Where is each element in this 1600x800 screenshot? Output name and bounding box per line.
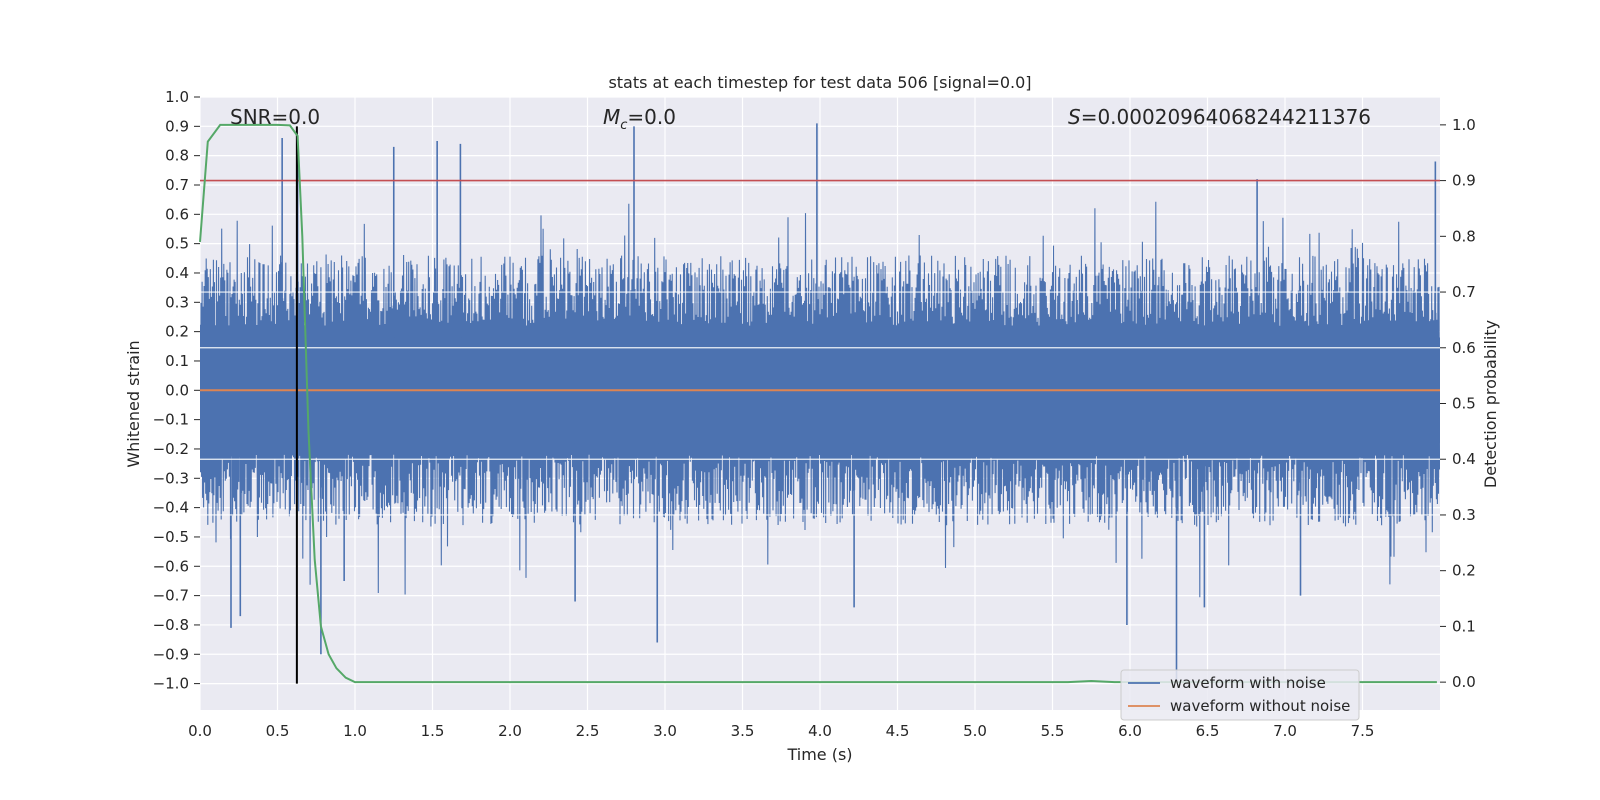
chart-title: stats at each timestep for test data 506… xyxy=(608,73,1031,92)
noise-waveform-line xyxy=(200,201,1440,598)
x-tick-label: 1.5 xyxy=(421,722,445,740)
x-tick-label: 2.5 xyxy=(576,722,600,740)
y-tick-label: 0.0 xyxy=(165,381,189,399)
x-tick-label: 5.5 xyxy=(1041,722,1065,740)
x-tick-label: 6.5 xyxy=(1196,722,1220,740)
lines-layer xyxy=(199,123,1440,684)
y-tick-label: −0.2 xyxy=(153,440,189,458)
x-tick-label: 0.0 xyxy=(188,722,212,740)
x-tick-label: 3.0 xyxy=(653,722,677,740)
tick-labels: 0.0 0.5 1.0 1.5 2.0 2.5 3.0 3.5 4.0 4.5 5.0 5.5 6.0 6… xyxy=(153,88,1476,740)
x-tick-label: 2.0 xyxy=(498,722,522,740)
y-tick-label: −0.3 xyxy=(153,469,189,487)
y-axis-label: Whitened strain xyxy=(124,340,143,467)
y-tick-label: −0.1 xyxy=(153,411,189,429)
y-tick-label: 0.1 xyxy=(165,352,189,370)
y-tick-label: 1.0 xyxy=(165,88,189,106)
x-tick-label: 0.5 xyxy=(266,722,290,740)
legend-box xyxy=(1120,669,1360,721)
y2-tick-label: 0.6 xyxy=(1452,339,1476,357)
x-tick-label: 1.0 xyxy=(343,722,367,740)
score-symbol: S xyxy=(1068,105,1081,129)
y2-tick-label: 1.0 xyxy=(1452,116,1476,134)
y-tick-label: −0.4 xyxy=(153,499,189,517)
chirp-mass-value: =0.0 xyxy=(627,105,676,129)
x-tick-label: 5.0 xyxy=(963,722,987,740)
y-tick-label: 0.2 xyxy=(165,323,189,341)
y2-tick-label: 0.2 xyxy=(1452,562,1476,580)
legend: waveform with noise waveform without noi… xyxy=(1120,669,1360,721)
y-tick-label: −0.9 xyxy=(153,645,189,663)
x-tick-label: 6.0 xyxy=(1118,722,1142,740)
y-tick-label: 0.5 xyxy=(165,235,189,253)
y2-tick-label: 0.9 xyxy=(1452,172,1476,190)
x-tick-label: 4.5 xyxy=(886,722,910,740)
y-tick-label: 0.8 xyxy=(165,147,189,165)
y2-tick-label: 0.1 xyxy=(1452,617,1476,635)
y-tick-label: 0.3 xyxy=(165,293,189,311)
y2-tick-label: 0.0 xyxy=(1452,673,1476,691)
y-tick-label: −1.0 xyxy=(153,675,189,693)
detection-probability-line xyxy=(199,123,1437,684)
snr-annotation: SNR=0.0 xyxy=(230,105,320,129)
y-tick-label: −0.8 xyxy=(153,616,189,634)
x-tick-label: 4.0 xyxy=(808,722,832,740)
y-tick-label: 0.4 xyxy=(165,264,189,282)
x-tick-label: 7.5 xyxy=(1351,722,1375,740)
y2-axis-label: Detection probability xyxy=(1481,320,1500,488)
y2-tick-label: 0.4 xyxy=(1452,450,1476,468)
chirp-mass-subscript: c xyxy=(620,118,627,133)
chirp-mass-annotation: Mc=0.0 xyxy=(603,105,676,133)
y2-tick-label: 0.3 xyxy=(1452,506,1476,524)
chirp-mass-symbol: M xyxy=(603,105,620,129)
y-tick-label: 0.7 xyxy=(165,176,189,194)
y-tick-label: 0.6 xyxy=(165,205,189,223)
y2-tick-label: 0.8 xyxy=(1452,227,1476,245)
score-annotation: S=0.00020964068244211376 xyxy=(1068,105,1371,129)
legend-label-clean: waveform without noise xyxy=(1170,697,1350,715)
y2-tick-label: 0.7 xyxy=(1452,283,1476,301)
x-tick-label: 3.5 xyxy=(731,722,755,740)
y2-tick-label: 0.5 xyxy=(1452,395,1476,413)
y-tick-label: −0.7 xyxy=(153,587,189,605)
y-tick-label: −0.5 xyxy=(153,528,189,546)
score-value: =0.00020964068244211376 xyxy=(1081,105,1371,129)
y-tick-label: −0.6 xyxy=(153,557,189,575)
x-axis-label: Time (s) xyxy=(786,745,852,764)
y-tick-label: 0.9 xyxy=(165,117,189,135)
x-tick-label: 7.0 xyxy=(1273,722,1297,740)
legend-label-noise: waveform with noise xyxy=(1170,674,1326,692)
